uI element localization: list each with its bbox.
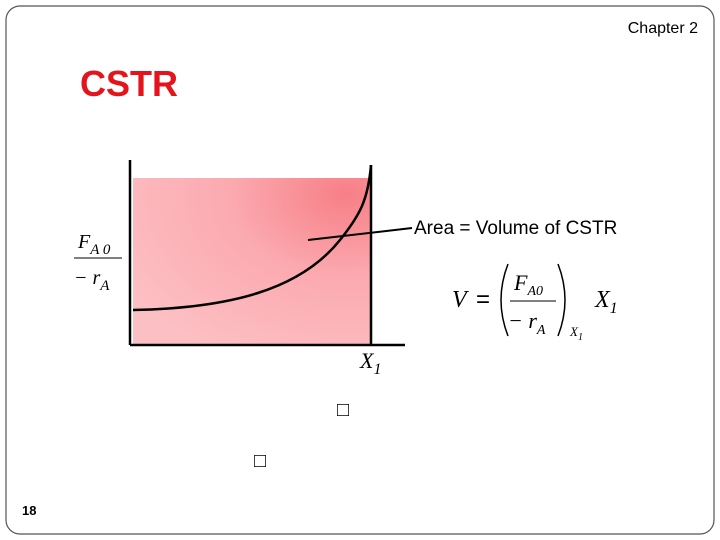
y-label-denominator: − rA [74,267,110,294]
y-label-numerator: FA 0 [77,231,111,258]
eq-numerator: FA0 [513,270,543,299]
subscript: A0 [526,284,543,299]
page-number: 18 [22,503,36,518]
subscript: A 0 [89,242,111,258]
eq-evaluated-at: X1 [569,324,583,343]
pointer-line [307,227,413,241]
eq-denominator: − rA [508,308,546,338]
eq-lhs: V [452,287,469,313]
subscript: A [536,323,546,338]
symbol: X [359,348,375,373]
symbol: F [513,270,528,295]
chapter-label: Chapter 2 [628,20,698,37]
x-label: X1 [359,348,381,378]
slide-title: CSTR [80,63,178,104]
eq-factor: X1 [594,287,618,317]
annotation: Area = Volume of CSTR [414,218,617,239]
placeholder-glyph: □ [254,450,266,472]
symbol: − r [74,267,100,289]
symbol: X [569,324,579,339]
curve [132,164,373,312]
symbol: F [77,231,91,253]
subscript: A [99,278,110,294]
symbol: X [594,287,611,313]
subscript: 1 [578,332,583,343]
eq-relation: = [476,286,490,313]
placeholder-glyph: □ [337,399,349,421]
subscript: 1 [373,361,381,378]
left-paren [500,263,509,337]
subscript: 1 [610,300,618,317]
symbol: − r [508,308,537,333]
area-shading [133,178,370,345]
right-paren [557,263,566,337]
